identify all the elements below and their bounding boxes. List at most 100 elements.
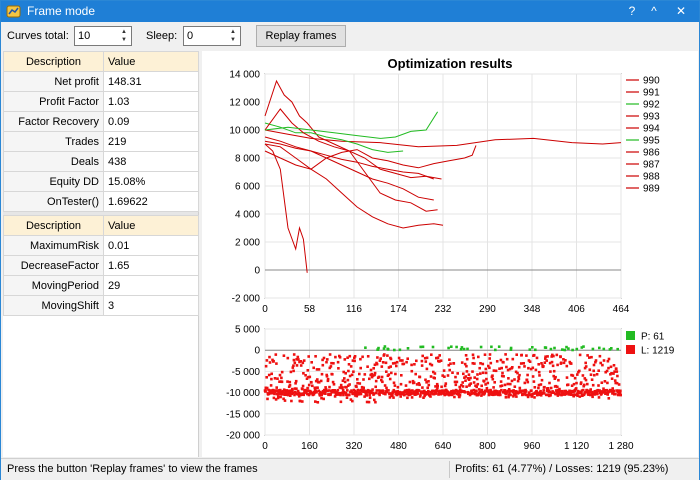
table-row[interactable]: DecreaseFactor 1.65: [3, 255, 199, 276]
profit-point: [563, 348, 567, 352]
loss-point: [334, 390, 337, 393]
loss-point: [509, 393, 512, 397]
profit-point: [567, 347, 570, 350]
loss-point: [354, 393, 358, 396]
loss-point: [293, 387, 297, 390]
loss-point: [289, 394, 292, 397]
table-row[interactable]: MovingShift 3: [3, 295, 199, 316]
table-row[interactable]: Factor Recovery 0.09: [3, 111, 199, 132]
loss-point: [288, 380, 292, 384]
loss-point: [483, 353, 487, 356]
spin-down-icon[interactable]: ▼: [121, 37, 127, 43]
loss-point: [543, 385, 546, 389]
loss-point: [484, 389, 487, 393]
loss-point: [371, 374, 375, 377]
loss-point: [538, 374, 541, 377]
sleep-spinner[interactable]: 0 ▲ ▼: [183, 26, 241, 46]
loss-point: [515, 353, 518, 356]
loss-point: [279, 390, 283, 394]
loss-point: [359, 392, 363, 396]
loss-point: [339, 400, 343, 404]
curves-total-value[interactable]: 10: [78, 30, 91, 42]
loss-point: [540, 362, 543, 365]
table-header-row: Description Value: [3, 51, 199, 72]
loss-point: [353, 355, 357, 358]
loss-point: [432, 392, 436, 396]
column-header[interactable]: Value: [103, 51, 199, 72]
loss-point: [586, 382, 589, 386]
loss-point: [613, 379, 617, 382]
loss-point: [302, 393, 305, 397]
loss-point: [500, 384, 504, 387]
spin-up-icon[interactable]: ▲: [230, 29, 236, 35]
table-row[interactable]: Equity DD 15.08%: [3, 171, 199, 192]
loss-point: [347, 363, 351, 366]
loss-point: [275, 386, 278, 389]
table-row[interactable]: Profit Factor 1.03: [3, 91, 199, 112]
loss-point: [281, 392, 284, 395]
loss-point: [506, 382, 510, 386]
loss-point: [385, 389, 389, 392]
loss-point: [320, 396, 323, 400]
profit-point: [531, 346, 534, 349]
profit-point: [466, 347, 469, 351]
minimize-button[interactable]: ^: [651, 4, 657, 18]
loss-point: [380, 391, 383, 394]
loss-point: [554, 375, 557, 379]
close-button[interactable]: ✕: [675, 4, 687, 18]
loss-point: [444, 382, 448, 385]
table-row[interactable]: Deals 438: [3, 151, 199, 172]
table-row[interactable]: Trades 219: [3, 131, 199, 152]
loss-point: [609, 365, 613, 369]
loss-point: [368, 396, 372, 399]
loss-point: [294, 390, 297, 394]
loss-point: [450, 389, 453, 393]
table-row[interactable]: MaximumRisk 0.01: [3, 235, 199, 256]
table-row[interactable]: Net profit 148.31: [3, 71, 199, 92]
loss-point: [267, 373, 271, 377]
loss-point: [318, 394, 322, 397]
column-header[interactable]: Value: [103, 215, 199, 236]
loss-point: [464, 354, 468, 357]
loss-point: [599, 361, 602, 365]
loss-point: [500, 374, 504, 378]
loss-point: [539, 389, 542, 393]
loss-point: [280, 370, 284, 374]
spin-down-icon[interactable]: ▼: [230, 37, 236, 43]
loss-point: [268, 355, 271, 359]
loss-point: [348, 393, 351, 397]
replay-frames-button[interactable]: Replay frames: [256, 25, 346, 47]
loss-point: [499, 384, 502, 388]
loss-point: [363, 395, 366, 398]
loss-point: [617, 389, 620, 392]
loss-point: [324, 388, 328, 391]
line-chart-axes: 0 58 116 174 232 290 348 406 464 14 000 12 000 10 0…: [229, 70, 629, 316]
profit-point: [462, 347, 466, 351]
loss-point: [507, 395, 510, 399]
column-header[interactable]: Description: [3, 51, 104, 72]
profit-point: [450, 345, 453, 348]
loss-point: [442, 369, 446, 372]
loss-point: [492, 390, 496, 394]
loss-point: [290, 392, 293, 396]
sleep-value[interactable]: 0: [187, 30, 194, 42]
loss-point: [341, 391, 344, 395]
loss-point: [556, 363, 559, 367]
help-button[interactable]: ?: [628, 4, 636, 18]
loss-point: [292, 369, 295, 373]
column-header[interactable]: Description: [3, 215, 104, 236]
loss-point: [302, 359, 306, 362]
loss-point: [488, 353, 492, 356]
loss-point: [418, 395, 422, 398]
table-row[interactable]: MovingPeriod 29: [3, 275, 199, 296]
curves-total-spinner[interactable]: 10 ▲ ▼: [74, 26, 132, 46]
spin-up-icon[interactable]: ▲: [121, 29, 127, 35]
loss-point: [391, 390, 395, 394]
loss-point: [499, 380, 503, 383]
table-row[interactable]: OnTester() 1.69622: [3, 191, 199, 212]
loss-point: [581, 374, 585, 377]
scatter-chart-grid: [264, 328, 622, 436]
loss-point: [499, 358, 503, 362]
loss-point: [488, 366, 491, 370]
loss-point: [446, 374, 450, 377]
